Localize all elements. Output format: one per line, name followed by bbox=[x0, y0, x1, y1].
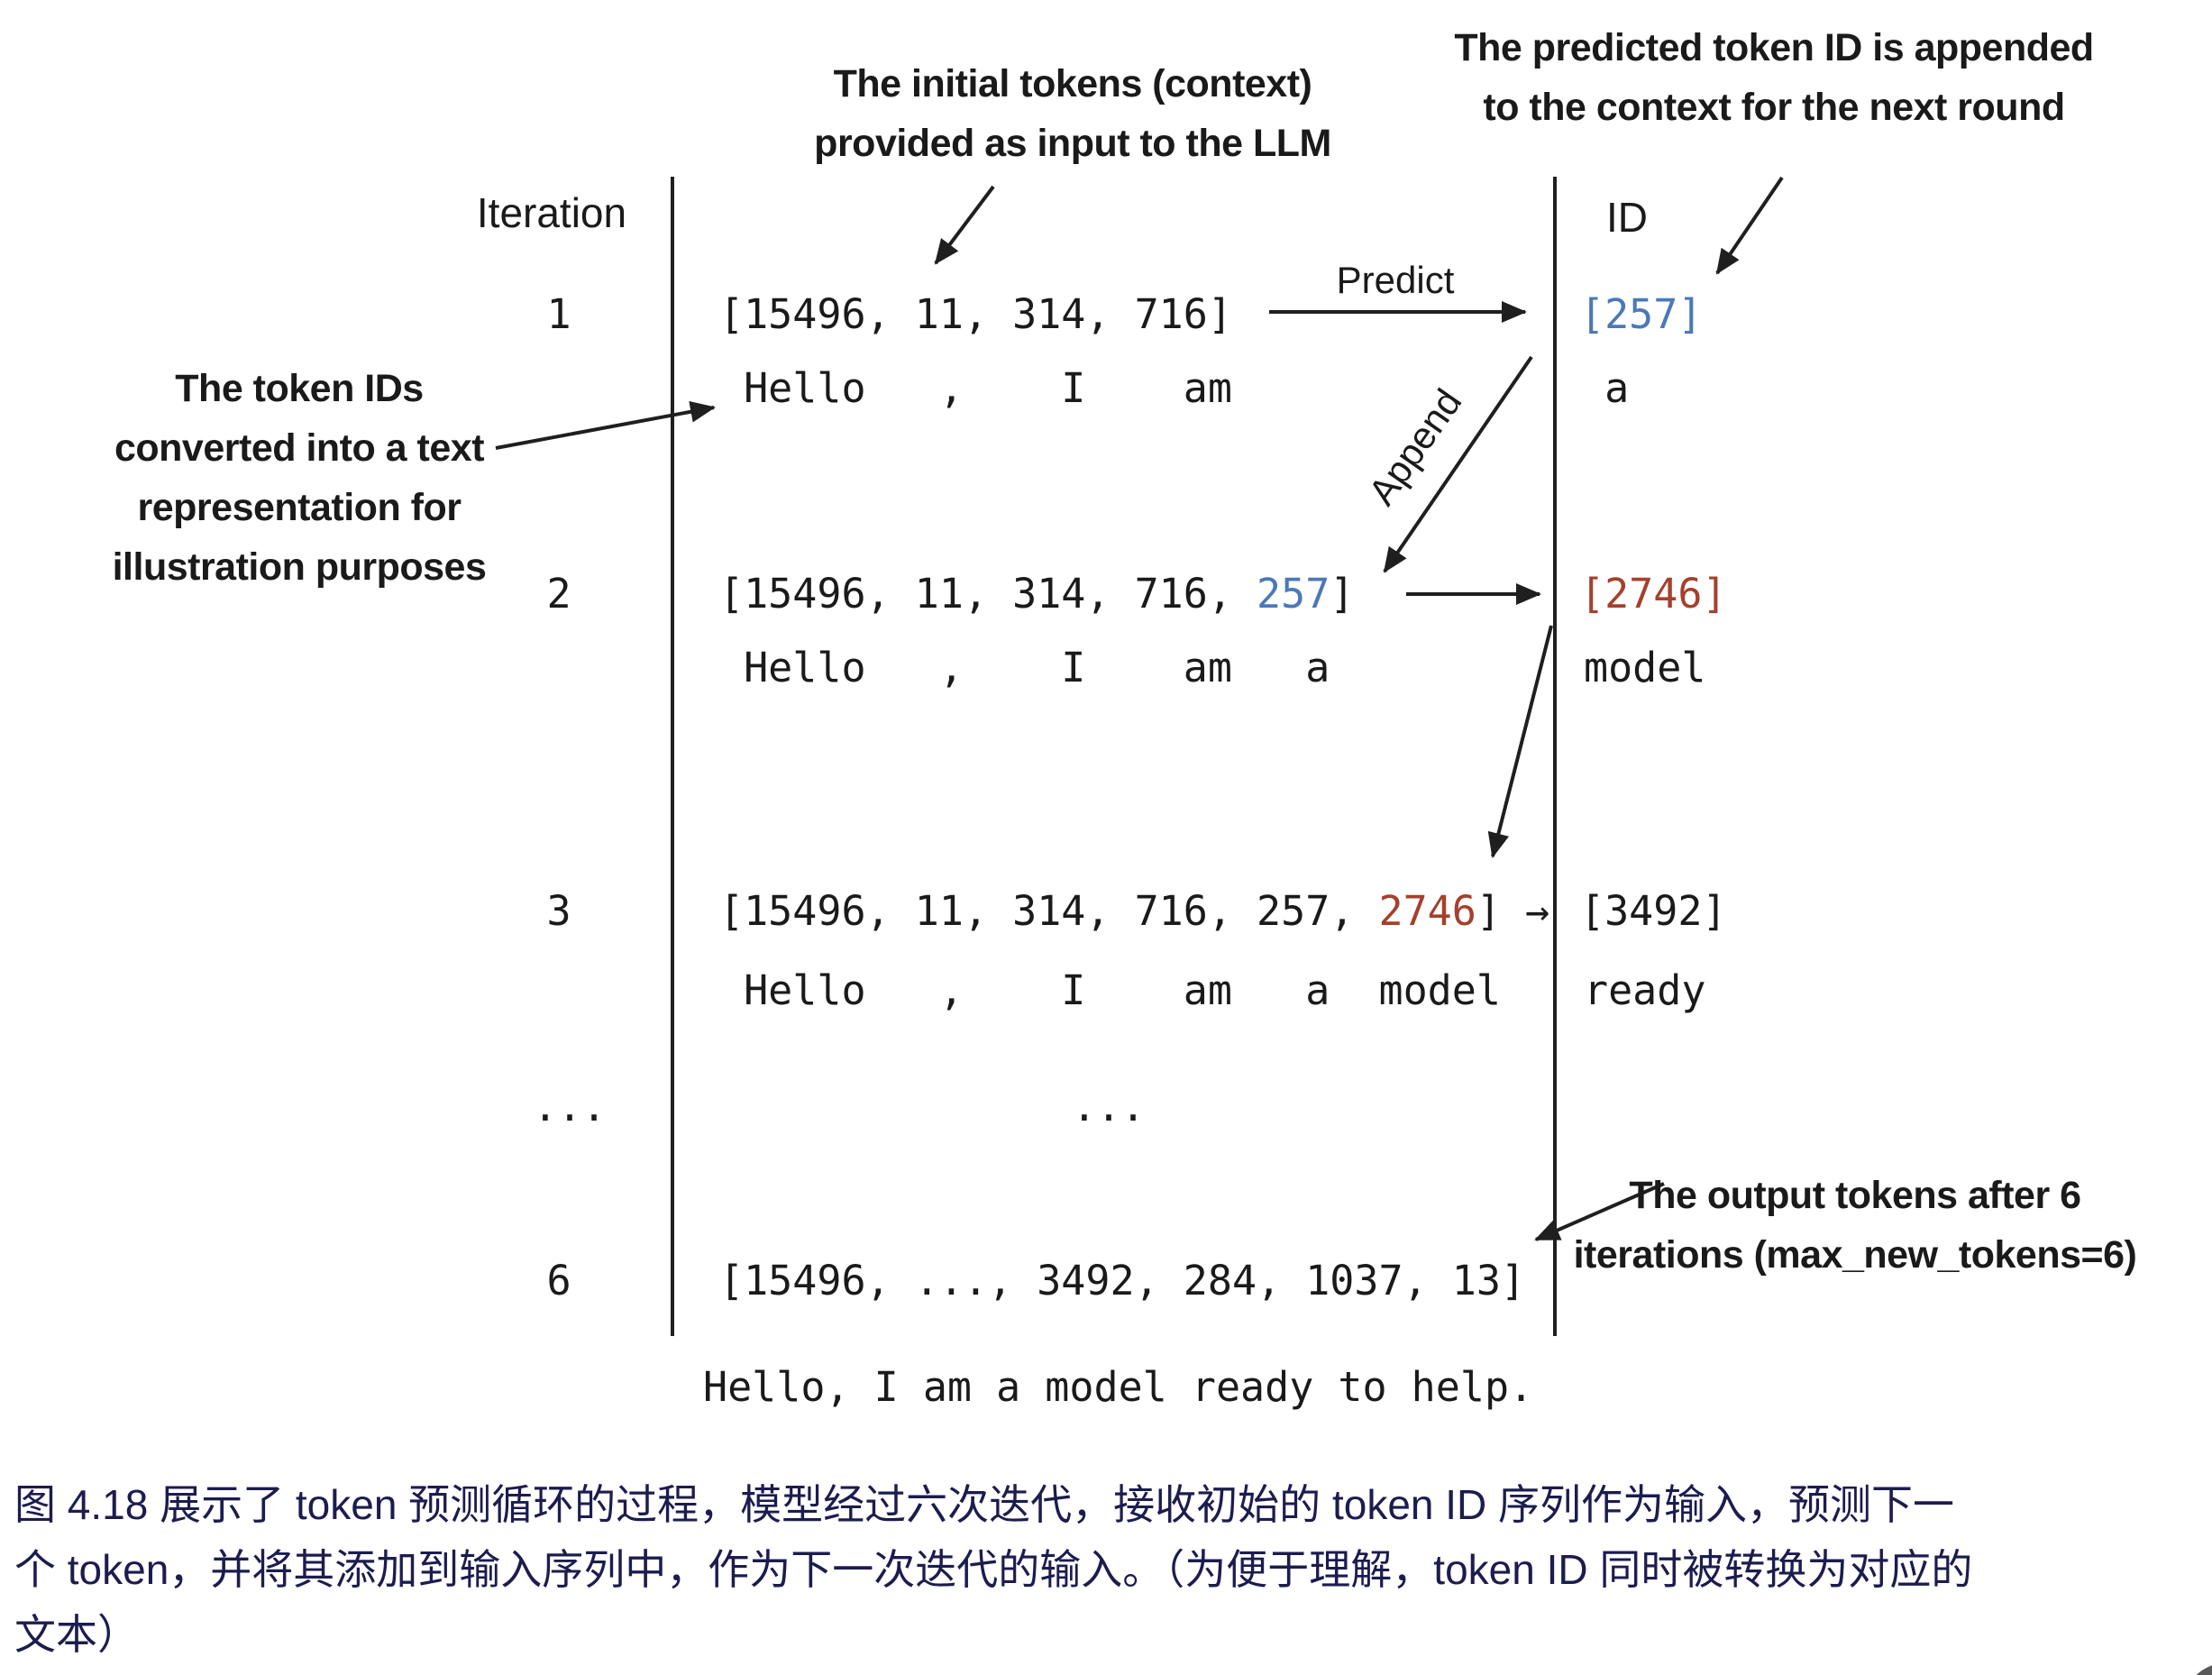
annotation-line: converted into a text bbox=[114, 426, 485, 470]
token-seq-prefix: [15496, 11, 314, 716] bbox=[719, 290, 1232, 338]
token-seq-prefix: [15496, 11, 314, 716, bbox=[719, 570, 1257, 618]
token-seq-suffix: ] bbox=[1330, 570, 1355, 618]
annotation-line: representation for bbox=[137, 486, 462, 529]
token-words: Hello , I am a model bbox=[719, 966, 1501, 1014]
annotation-output-tokens: The output tokens after 6 iterations (ma… bbox=[1574, 1166, 2137, 1285]
caption-line: 图 4.18 展示了 token 预测循环的过程，模型经过六次迭代，接收初始的 … bbox=[14, 1481, 1955, 1528]
annotation-line: to the context for the next round bbox=[1483, 86, 2065, 129]
floating-action-button[interactable] bbox=[2181, 1662, 2212, 1675]
initial-tokens-arrow bbox=[934, 185, 995, 265]
iteration-number: 2 bbox=[546, 570, 571, 618]
iteration-column-header: Iteration bbox=[476, 189, 627, 236]
iteration-number: 6 bbox=[546, 1257, 571, 1304]
annotation-line: The output tokens after 6 bbox=[1629, 1174, 2081, 1217]
token-seq-highlight: 2746 bbox=[1378, 887, 1476, 935]
token-id-sequence: [15496, 11, 314, 716, 257] bbox=[719, 568, 1354, 620]
annotation-line: illustration purposes bbox=[112, 545, 487, 589]
iteration-number: 1 bbox=[546, 290, 571, 338]
annotation-line: provided as input to the LLM bbox=[814, 122, 1331, 165]
append-arrow-2 bbox=[1487, 625, 1553, 858]
token-id-sequence: [15496, 11, 314, 716] bbox=[719, 288, 1232, 341]
token-seq-suffix: ] → bbox=[1476, 887, 1550, 935]
token-id-sequence: [15496, ..., 3492, 284, 1037, 13] bbox=[719, 1257, 1526, 1304]
annotation-line: iterations (max_new_tokens=6) bbox=[1573, 1233, 2137, 1277]
caption-line: 个 token，并将其添加到输入序列中，作为下一次迭代的输入。（为便于理解，to… bbox=[14, 1546, 1973, 1593]
iteration-number: 3 bbox=[546, 887, 571, 935]
predicted-word: a bbox=[1580, 364, 1630, 412]
token-seq-highlight: 257 bbox=[1257, 570, 1330, 618]
token-ids-text-arrow bbox=[495, 400, 716, 450]
iteration-ellipsis: ... bbox=[533, 1083, 607, 1130]
annotation-line: The token IDs bbox=[175, 367, 424, 410]
token-words: Hello , I am bbox=[719, 364, 1232, 412]
token-seq-prefix: [15496, 11, 314, 716, 257, bbox=[719, 887, 1379, 935]
annotation-token-ids-text: The token IDs converted into a text repr… bbox=[113, 359, 487, 597]
token-words: Hello , I am a bbox=[719, 644, 1330, 691]
predicted-appended-arrow bbox=[1715, 176, 1784, 275]
figure-caption: 图 4.18 展示了 token 预测循环的过程，模型经过六次迭代，接收初始的 … bbox=[14, 1472, 1972, 1667]
annotation-line: The predicted token ID is appended bbox=[1454, 26, 2094, 69]
caption-line: 文本） bbox=[14, 1611, 139, 1658]
predicted-word: model bbox=[1584, 644, 1706, 691]
predicted-id: [257] bbox=[1580, 290, 1703, 338]
predict-label: Predict bbox=[1336, 259, 1455, 301]
final-output-sentence: Hello, I am a model ready to help. bbox=[703, 1363, 1534, 1411]
predicted-id: [3492] bbox=[1580, 887, 1727, 935]
id-column-header: ID bbox=[1606, 194, 1648, 241]
append-label: Append bbox=[1359, 380, 1470, 513]
annotation-predicted-appended: The predicted token ID is appended to th… bbox=[1454, 18, 2094, 137]
predicted-id: [2746] bbox=[1580, 570, 1727, 618]
sequence-ellipsis: ... bbox=[1072, 1083, 1146, 1130]
annotation-line: The initial tokens (context) bbox=[833, 62, 1312, 105]
predicted-word: ready bbox=[1584, 966, 1706, 1014]
annotation-initial-tokens: The initial tokens (context) provided as… bbox=[814, 54, 1331, 173]
token-id-sequence: [15496, 11, 314, 716, 257, 2746] → bbox=[719, 885, 1549, 938]
